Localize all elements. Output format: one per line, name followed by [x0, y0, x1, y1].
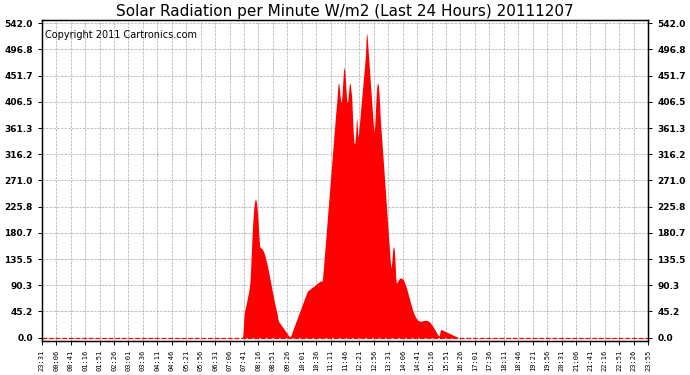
Text: Copyright 2011 Cartronics.com: Copyright 2011 Cartronics.com — [45, 30, 197, 40]
Title: Solar Radiation per Minute W/m2 (Last 24 Hours) 20111207: Solar Radiation per Minute W/m2 (Last 24… — [116, 4, 574, 19]
